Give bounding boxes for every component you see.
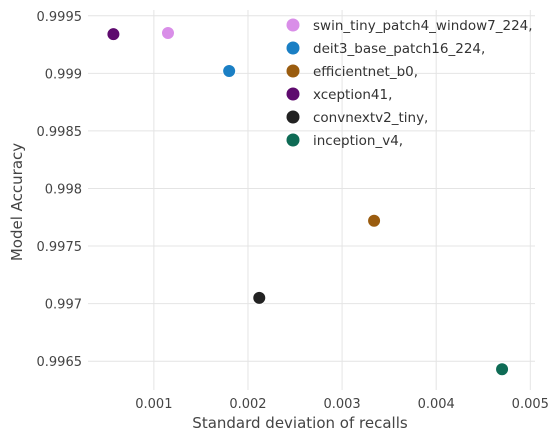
grid-lines bbox=[88, 10, 535, 390]
legend-marker[interactable] bbox=[286, 41, 300, 55]
x-axis-title: Standard deviation of recalls bbox=[192, 414, 408, 432]
x-tick-label: 0.002 bbox=[229, 397, 266, 412]
x-tick-label: 0.001 bbox=[135, 397, 172, 412]
legend-marker[interactable] bbox=[286, 18, 300, 32]
legend-marker[interactable] bbox=[286, 133, 300, 147]
legend-marker[interactable] bbox=[286, 87, 300, 101]
y-tick-label: 0.9995 bbox=[37, 10, 83, 25]
legend-label[interactable]: deit3_base_patch16_224, bbox=[313, 41, 485, 57]
data-point[interactable] bbox=[367, 213, 382, 228]
y-tick-label: 0.999 bbox=[45, 67, 82, 82]
y-tick-label: 0.9975 bbox=[37, 240, 83, 255]
legend-marker[interactable] bbox=[286, 64, 300, 78]
data-point[interactable] bbox=[252, 290, 267, 305]
y-tick-label: 0.997 bbox=[45, 298, 82, 313]
data-point[interactable] bbox=[222, 64, 237, 79]
y-tick-label: 0.998 bbox=[45, 182, 82, 197]
data-point[interactable] bbox=[106, 27, 121, 42]
x-tick-label: 0.004 bbox=[418, 397, 455, 412]
legend: swin_tiny_patch4_window7_224, deit3_base_… bbox=[286, 18, 533, 149]
x-axis-ticks: 0.001 0.002 0.003 0.004 0.005 bbox=[135, 397, 549, 412]
y-tick-label: 0.9985 bbox=[37, 125, 83, 140]
legend-marker[interactable] bbox=[286, 110, 300, 124]
data-points bbox=[106, 26, 510, 377]
data-point[interactable] bbox=[160, 26, 175, 41]
legend-label[interactable]: convnextv2_tiny, bbox=[313, 110, 428, 126]
data-point[interactable] bbox=[495, 362, 510, 377]
legend-label[interactable]: inception_v4, bbox=[313, 133, 403, 149]
y-tick-label: 0.9965 bbox=[37, 355, 83, 370]
legend-label[interactable]: swin_tiny_patch4_window7_224, bbox=[313, 18, 533, 34]
y-axis-title: Model Accuracy bbox=[8, 143, 26, 261]
x-tick-label: 0.005 bbox=[512, 397, 549, 412]
legend-label[interactable]: xception41, bbox=[313, 87, 392, 103]
x-tick-label: 0.003 bbox=[323, 397, 360, 412]
legend-label[interactable]: efficientnet_b0, bbox=[313, 64, 418, 80]
y-axis-ticks: 0.9965 0.997 0.9975 0.998 0.9985 0.999 0.9995 bbox=[37, 10, 83, 370]
